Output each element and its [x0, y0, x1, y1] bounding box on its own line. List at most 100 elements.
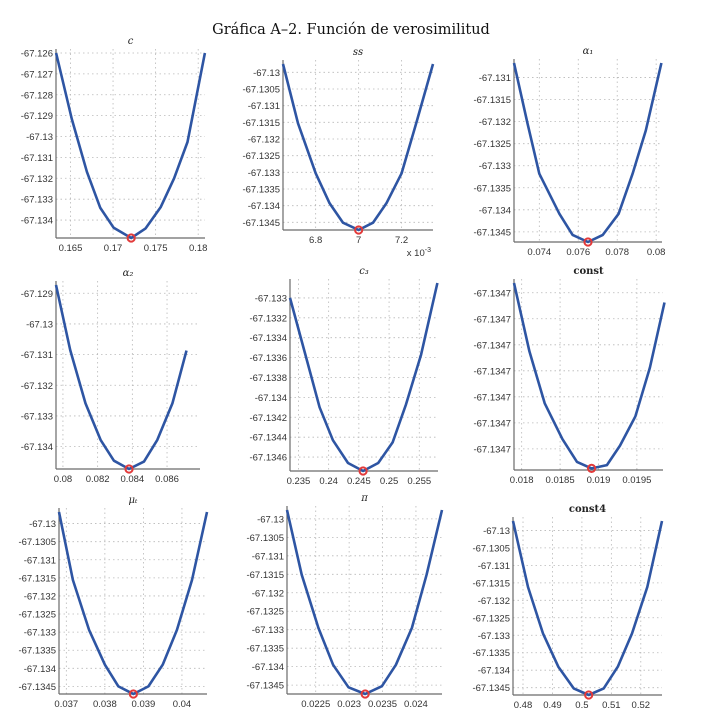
- likelihood-curve: [54, 52, 207, 240]
- subplot-title: const4: [569, 504, 606, 515]
- y-tick-label: -67.1335: [472, 648, 510, 659]
- y-tick-label: -67.1338: [249, 373, 287, 384]
- y-tick-label: -67.126: [21, 49, 53, 60]
- y-tick-label: -67.1315: [242, 118, 280, 129]
- y-tick-label: -67.133: [21, 195, 53, 206]
- subplot-8: 0.0225 0.023 0.0235 0.024 -67.13 -67.1305 -67.…: [246, 493, 444, 710]
- minimum-marker: [354, 225, 364, 235]
- y-tick-label: -67.1347: [473, 392, 511, 403]
- x-tick-label: 0.082: [86, 474, 110, 485]
- x-tick-label: 0.245: [347, 476, 371, 487]
- y-tick-label: -67.134: [21, 216, 53, 227]
- x-tick-label: 0.084: [120, 474, 144, 485]
- y-tick-label: -67.133: [21, 411, 53, 422]
- y-tick-label: -67.134: [479, 205, 511, 216]
- x-tick-label: 0.0235: [368, 699, 397, 710]
- y-tick-label: -67.1345: [246, 681, 284, 692]
- x-tick-label: 0.039: [132, 699, 156, 710]
- x-tick-label: 0.038: [93, 699, 117, 710]
- x-tick-label: 0.074: [527, 247, 551, 258]
- y-tick-label: -67.1335: [246, 644, 284, 655]
- y-tick-label: -67.1347: [473, 366, 511, 377]
- subplot-6: 0.018 0.0185 0.019 0.0195 -67.1347 -67.1347 -6…: [473, 266, 666, 486]
- y-tick-label: -67.1347: [473, 340, 511, 351]
- y-tick-label: -67.1305: [246, 533, 284, 544]
- y-tick-label: -67.1325: [473, 139, 511, 150]
- minimum-marker: [584, 690, 594, 700]
- y-tick-label: -67.132: [248, 135, 280, 146]
- subplot-title: π: [360, 493, 368, 504]
- y-tick-label: -67.131: [21, 350, 53, 361]
- multiplier-base: x 10: [407, 248, 425, 259]
- likelihood-curve: [57, 511, 209, 696]
- y-tick-label: -67.133: [24, 628, 56, 639]
- figure-title: Gráfica A–2. Función de verosimilitud: [212, 22, 490, 38]
- subplot-7: 0.037 0.038 0.039 0.04 -67.13 -67.1305 -67.131…: [18, 495, 209, 710]
- subplot-3: 0.074 0.076 0.078 0.08 -67.131 -67.1315 -67.13…: [473, 46, 665, 258]
- y-tick-label: -67.134: [248, 201, 280, 212]
- y-tick-label: -67.13: [257, 514, 284, 525]
- y-tick-label: -67.1345: [18, 682, 56, 693]
- y-tick-label: -67.134: [21, 442, 53, 453]
- y-tick-label: -67.133: [252, 625, 284, 636]
- y-tick-label: -67.1315: [473, 95, 511, 106]
- x-axis-multiplier: x 10-3: [407, 247, 431, 259]
- y-tick-label: -67.1347: [473, 314, 511, 325]
- x-tick-label: 0.17: [104, 243, 123, 254]
- subplot-title: ss: [353, 47, 363, 58]
- y-tick-label: -67.1347: [473, 418, 511, 429]
- x-tick-label: 7.2: [395, 235, 408, 246]
- y-tick-label: -67.1347: [473, 288, 511, 299]
- x-tick-label: 6.8: [309, 235, 322, 246]
- x-tick-label: 0.08: [647, 247, 666, 258]
- y-tick-label: -67.13: [26, 132, 53, 143]
- x-tick-label: 0.235: [287, 476, 311, 487]
- x-tick-label: 0.18: [189, 243, 208, 254]
- x-tick-label: 0.52: [632, 700, 651, 711]
- subplot-2: 6.8 7 7.2 -67.13 -67.1305 -67.131 -67.1315 -67.…: [242, 47, 435, 259]
- x-tick-label: 0.019: [587, 475, 611, 486]
- y-tick-label: -67.1342: [249, 413, 287, 424]
- x-tick-label: 0.023: [337, 699, 361, 710]
- y-tick-label: -67.13: [483, 526, 510, 537]
- subplot-title: c: [128, 36, 134, 47]
- subplot-title: c₃: [359, 266, 369, 277]
- subplot-title: μₜ: [129, 495, 138, 506]
- y-tick-label: -67.132: [21, 381, 53, 392]
- y-tick-label: -67.131: [248, 101, 280, 112]
- subplot-5: 0.235 0.24 0.245 0.25 0.255 -67.133 -67.1332 -6…: [249, 266, 439, 487]
- x-tick-label: 0.5: [575, 700, 588, 711]
- x-tick-label: 0.48: [514, 700, 533, 711]
- likelihood-curve: [288, 282, 439, 473]
- y-tick-label: -67.134: [478, 666, 510, 677]
- y-tick-label: -67.13: [253, 68, 280, 79]
- y-tick-label: -67.1335: [473, 183, 511, 194]
- minimum-marker: [583, 237, 593, 247]
- y-tick-label: -67.13: [29, 519, 56, 530]
- y-tick-label: -67.129: [21, 111, 53, 122]
- x-tick-label: 0.25: [380, 476, 399, 487]
- subplot-title: α₁: [583, 46, 594, 57]
- likelihood-curve: [281, 63, 435, 232]
- x-tick-label: 0.086: [155, 474, 179, 485]
- subplot-title: const: [573, 266, 604, 277]
- y-tick-label: -67.133: [255, 293, 287, 304]
- y-tick-label: -67.1335: [18, 646, 56, 657]
- y-tick-label: -67.1345: [242, 218, 280, 229]
- minimum-marker: [358, 466, 368, 476]
- y-tick-label: -67.1315: [246, 570, 284, 581]
- y-tick-label: -67.1345: [472, 683, 510, 694]
- x-tick-label: 0.018: [510, 475, 534, 486]
- likelihood-curve: [511, 520, 664, 697]
- y-tick-label: -67.1332: [249, 313, 287, 324]
- x-tick-label: 0.24: [319, 476, 338, 487]
- y-tick-label: -67.1325: [246, 607, 284, 618]
- minimum-marker: [128, 689, 138, 699]
- y-tick-label: -67.129: [21, 289, 53, 300]
- y-tick-label: -67.1325: [18, 610, 56, 621]
- subplot-title: α₂: [123, 268, 134, 279]
- x-tick-label: 0.08: [54, 474, 73, 485]
- likelihood-curve: [512, 282, 666, 470]
- x-tick-label: 0.037: [54, 699, 78, 710]
